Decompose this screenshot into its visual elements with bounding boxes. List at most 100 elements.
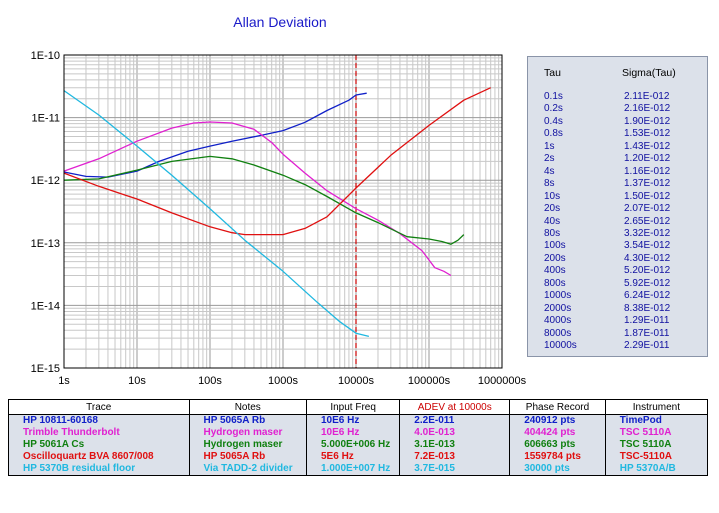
legend-cell: HP 5065A Rb [188,414,307,427]
x-tick-label: 1s [58,375,70,387]
legend-cell: 5E6 Hz [305,451,401,463]
tau-row: 8000s 1.87E-011 [528,328,707,340]
series-line [63,87,491,236]
allan-deviation-plot: 1s 10s 100s 1000s 10000s 100000s 1000000s 1E-1… [31,50,527,387]
tau-value: 40s [544,215,561,227]
legend-cell: Via TADD-2 divider [188,463,307,476]
tau-value: 1000s [544,290,572,302]
legend-cell: 240912 pts [509,414,606,427]
y-tick-label: 1E-15 [31,363,60,375]
legend-row: Oscilloquartz BVA 8607/008 HP 5065A Rb 5E6… [8,451,709,463]
legend-body: HP 10811-60168 HP 5065A Rb 10E6 Hz 2.2E-011… [8,414,709,476]
x-tick-labels: 1s 10s 100s 1000s 10000s 100000s 1000000s [58,375,526,387]
tau-value: 100s [544,240,566,252]
tau-header: Tau [544,67,561,79]
tau-row: 800s 5.92E-012 [528,278,707,290]
legend-header-cell: Trace [8,399,190,415]
sigma-header: Sigma(Tau) [622,67,676,79]
legend-cell: 10E6 Hz [305,427,401,439]
y-tick-label: 1E-13 [31,238,60,250]
series-group [63,87,491,338]
sigma-value: 6.24E-012 [624,290,671,302]
tau-row: 8s 1.37E-012 [528,178,707,190]
legend-cell: Hydrogen maser [188,439,307,451]
tau-value: 2000s [544,302,572,314]
legend-cell: HP 5370B residual floor [8,463,190,476]
sigma-value: 3.54E-012 [624,240,671,252]
legend-cell: HP 5061A Cs [8,439,190,451]
sigma-value: 1.53E-012 [624,128,671,140]
series-line [63,155,465,245]
y-tick-label: 1E-14 [31,300,60,312]
tau-value: 800s [544,277,566,289]
tau-value: 80s [544,227,561,239]
legend-cell: HP 5065A Rb [188,451,307,463]
tau-row: 0.8s 1.53E-012 [528,128,707,140]
tau-row: 4000s 1.29E-011 [528,315,707,327]
chart-title: Allan Deviation [233,14,327,30]
legend-cell: 2.2E-011 [399,414,511,427]
legend-header-cell: Instrument [604,399,709,415]
legend-cell: 7.2E-013 [399,451,511,463]
sigma-value: 1.37E-012 [624,178,671,190]
sigma-value: 2.11E-012 [624,91,670,102]
sigma-value: 2.65E-012 [624,215,671,227]
legend-cell: 5.000E+006 Hz [305,439,401,451]
sigma-value: 2.29E-011 [624,340,670,351]
tau-value: 0.2s [544,103,563,115]
plot-frame [63,54,503,369]
tau-row: 10s 1.50E-012 [528,191,707,203]
legend-header-row: Trace Notes Input Freq ADEV at 10000s Phase … [8,399,709,415]
tau-row: 400s 5.20E-012 [528,265,707,277]
tau-row: 2s 1.20E-012 [528,153,707,165]
legend-cell: TSC 5110A [604,439,709,451]
sigma-value: 5.20E-012 [624,265,671,277]
legend-header-cell: Input Freq [305,399,401,415]
legend-header-cell: Notes [188,399,307,415]
legend-header-cell: Phase Record [509,399,606,415]
tau-row: 10000s 2.29E-011 [528,340,707,352]
sigma-value: 8.38E-012 [624,302,671,314]
tau-value: 4s [544,165,555,177]
tau-row: 1s 1.43E-012 [528,141,707,153]
legend-cell: 1559784 pts [509,451,606,463]
sigma-value: 1.29E-011 [624,315,670,327]
legend-cell: 3.1E-013 [399,439,511,451]
tau-sigma-panel: Tau Sigma(Tau) 0.1s 2.11E-012 0.2s 2.16E-01… [527,56,708,357]
y-tick-label: 1E-11 [31,113,60,125]
tau-row: 40s 2.65E-012 [528,216,707,228]
sigma-value: 1.16E-012 [624,165,671,177]
tau-value: 10s [544,190,561,202]
legend-cell: 4.0E-013 [399,427,511,439]
x-tick-label: 10s [128,375,146,387]
legend-table: Trace Notes Input Freq ADEV at 10000s Phase … [8,399,709,476]
legend-cell: TimePod [604,414,709,427]
tau-row: 0.4s 1.90E-012 [528,116,707,128]
tau-value: 1s [544,140,555,152]
legend-cell: Hydrogen maser [188,427,307,439]
legend-cell: TSC-5110A [604,451,709,463]
legend-cell: Oscilloquartz BVA 8607/008 [8,451,190,463]
y-tick-label: 1E-10 [31,50,60,62]
tau-value: 8000s [544,327,572,339]
sigma-value: 2.16E-012 [624,103,671,115]
legend-cell: TSC 5110A [604,427,709,439]
series-line [63,90,370,338]
tau-value: 8s [544,178,555,190]
legend-cell: 404424 pts [509,427,606,439]
sigma-value: 4.30E-012 [624,252,671,264]
legend-row: HP 5061A Cs Hydrogen maser 5.000E+006 Hz 3.… [8,439,709,451]
sigma-value: 1.20E-012 [624,153,671,165]
legend-cell: 3.7E-015 [399,463,511,476]
tau-row: 100s 3.54E-012 [528,240,707,252]
sigma-value: 1.43E-012 [624,140,671,152]
tau-value: 4000s [544,315,572,327]
x-tick-label: 10000s [338,375,375,387]
tau-value: 200s [544,252,566,264]
legend-cell: HP 5370A/B [604,463,709,476]
tau-row: 1000s 6.24E-012 [528,290,707,302]
tau-row: 0.1s 2.11E-012 [528,91,707,103]
legend-cell: HP 10811-60168 [8,414,190,427]
sigma-value: 5.92E-012 [624,277,671,289]
tau-value: 2s [544,153,555,165]
